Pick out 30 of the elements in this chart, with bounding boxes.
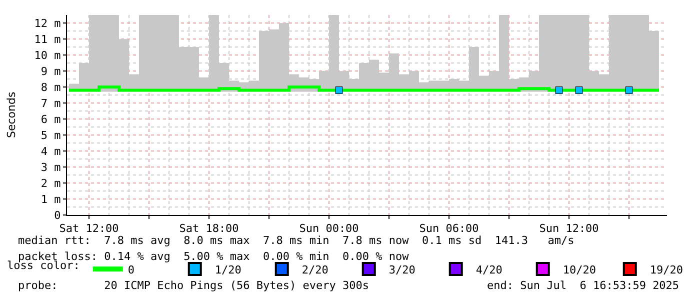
legend-label: 3/20: [388, 263, 416, 276]
y-tick-label: 4 m: [40, 144, 62, 158]
x-tick-label: Sun 06:00: [419, 222, 479, 236]
x-tick-label: Sat 18:00: [179, 222, 239, 236]
y-tick-label: 7 m: [40, 96, 62, 110]
legend-label: 10/20: [562, 263, 596, 276]
y-tick-label: 1 m: [40, 192, 62, 206]
x-tick-label: Sun 00:00: [299, 222, 359, 236]
legend-label: 2/20: [302, 263, 328, 276]
legend-label: 1/20: [214, 263, 242, 276]
y-tick-label: 8 m: [40, 80, 62, 94]
x-tick-label: Sat 12:00: [59, 222, 119, 236]
y-tick-label: 2 m: [40, 176, 62, 190]
text: median rtt: 7.8 ms avg 8.0 ms max 7.8 ms min 7.8 ms now 0.1 ms sd 141.3 am/s: [18, 234, 574, 247]
text: end: Sun Jul 6 16:53:59 2025: [487, 279, 680, 292]
text: packet loss: 0.14 % avg 5.00 % max 0.00 % min 0.00 % now: [18, 250, 410, 263]
y-axis-title: Seconds: [5, 92, 18, 138]
text: probe: 20 ICMP Echo Pings (56 Bytes) every 300s: [18, 279, 369, 292]
legend-label: 0: [128, 263, 134, 276]
y-tick-label: 10 m: [34, 48, 62, 62]
y-tick-label: 6 m: [40, 112, 62, 126]
legend-label: 19/20: [650, 263, 683, 276]
y-tick-label: 5 m: [40, 128, 62, 142]
x-tick-label: Sun 12:00: [539, 222, 599, 236]
y-tick-label: 9 m: [40, 64, 62, 78]
y-tick-label: 3 m: [40, 160, 62, 174]
y-tick-label: 11 m: [34, 32, 62, 46]
y-tick-label: 12 m: [34, 16, 62, 30]
legend-label: 4/20: [476, 263, 502, 276]
y-tick-label: 0: [54, 208, 61, 222]
